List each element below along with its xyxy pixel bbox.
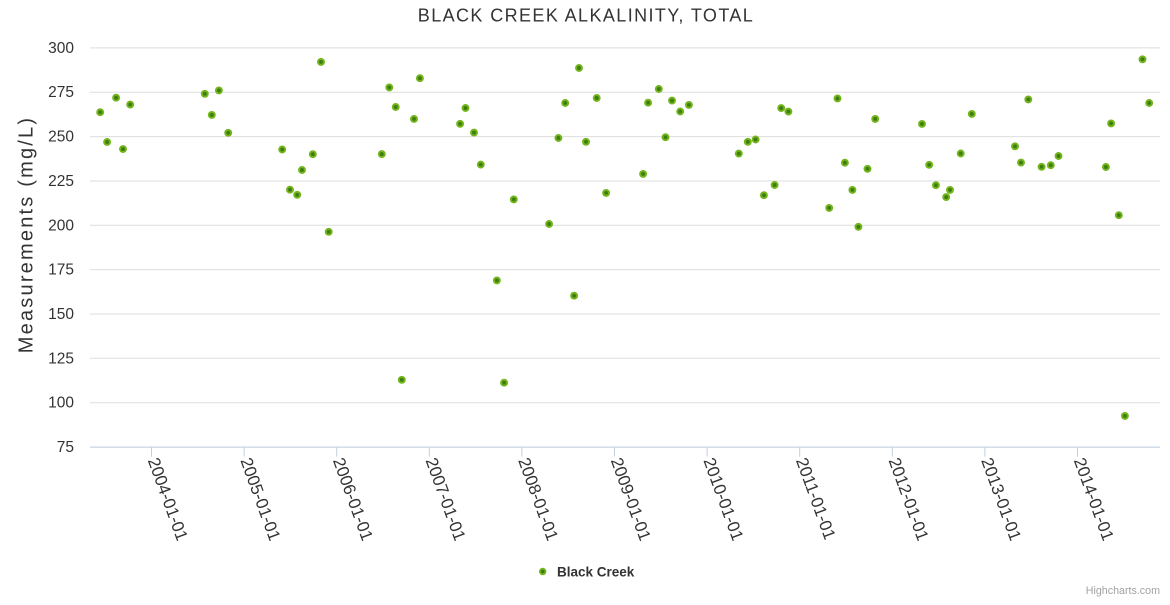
svg-text:Highcharts.com: Highcharts.com bbox=[1086, 585, 1160, 597]
svg-text:175: 175 bbox=[48, 262, 74, 279]
svg-text:275: 275 bbox=[48, 84, 74, 101]
svg-text:125: 125 bbox=[48, 350, 74, 367]
svg-text:75: 75 bbox=[57, 439, 74, 456]
svg-text:200: 200 bbox=[48, 217, 74, 234]
svg-text:150: 150 bbox=[48, 306, 74, 323]
svg-text:Measurements (mg/L): Measurements (mg/L) bbox=[16, 116, 38, 353]
svg-text:Black Creek: Black Creek bbox=[557, 565, 635, 580]
svg-text:300: 300 bbox=[48, 40, 74, 57]
svg-text:BLACK CREEK ALKALINITY, TOTAL: BLACK CREEK ALKALINITY, TOTAL bbox=[418, 6, 754, 26]
svg-text:225: 225 bbox=[48, 173, 74, 190]
svg-text:100: 100 bbox=[48, 395, 74, 412]
svg-text:250: 250 bbox=[48, 129, 74, 146]
